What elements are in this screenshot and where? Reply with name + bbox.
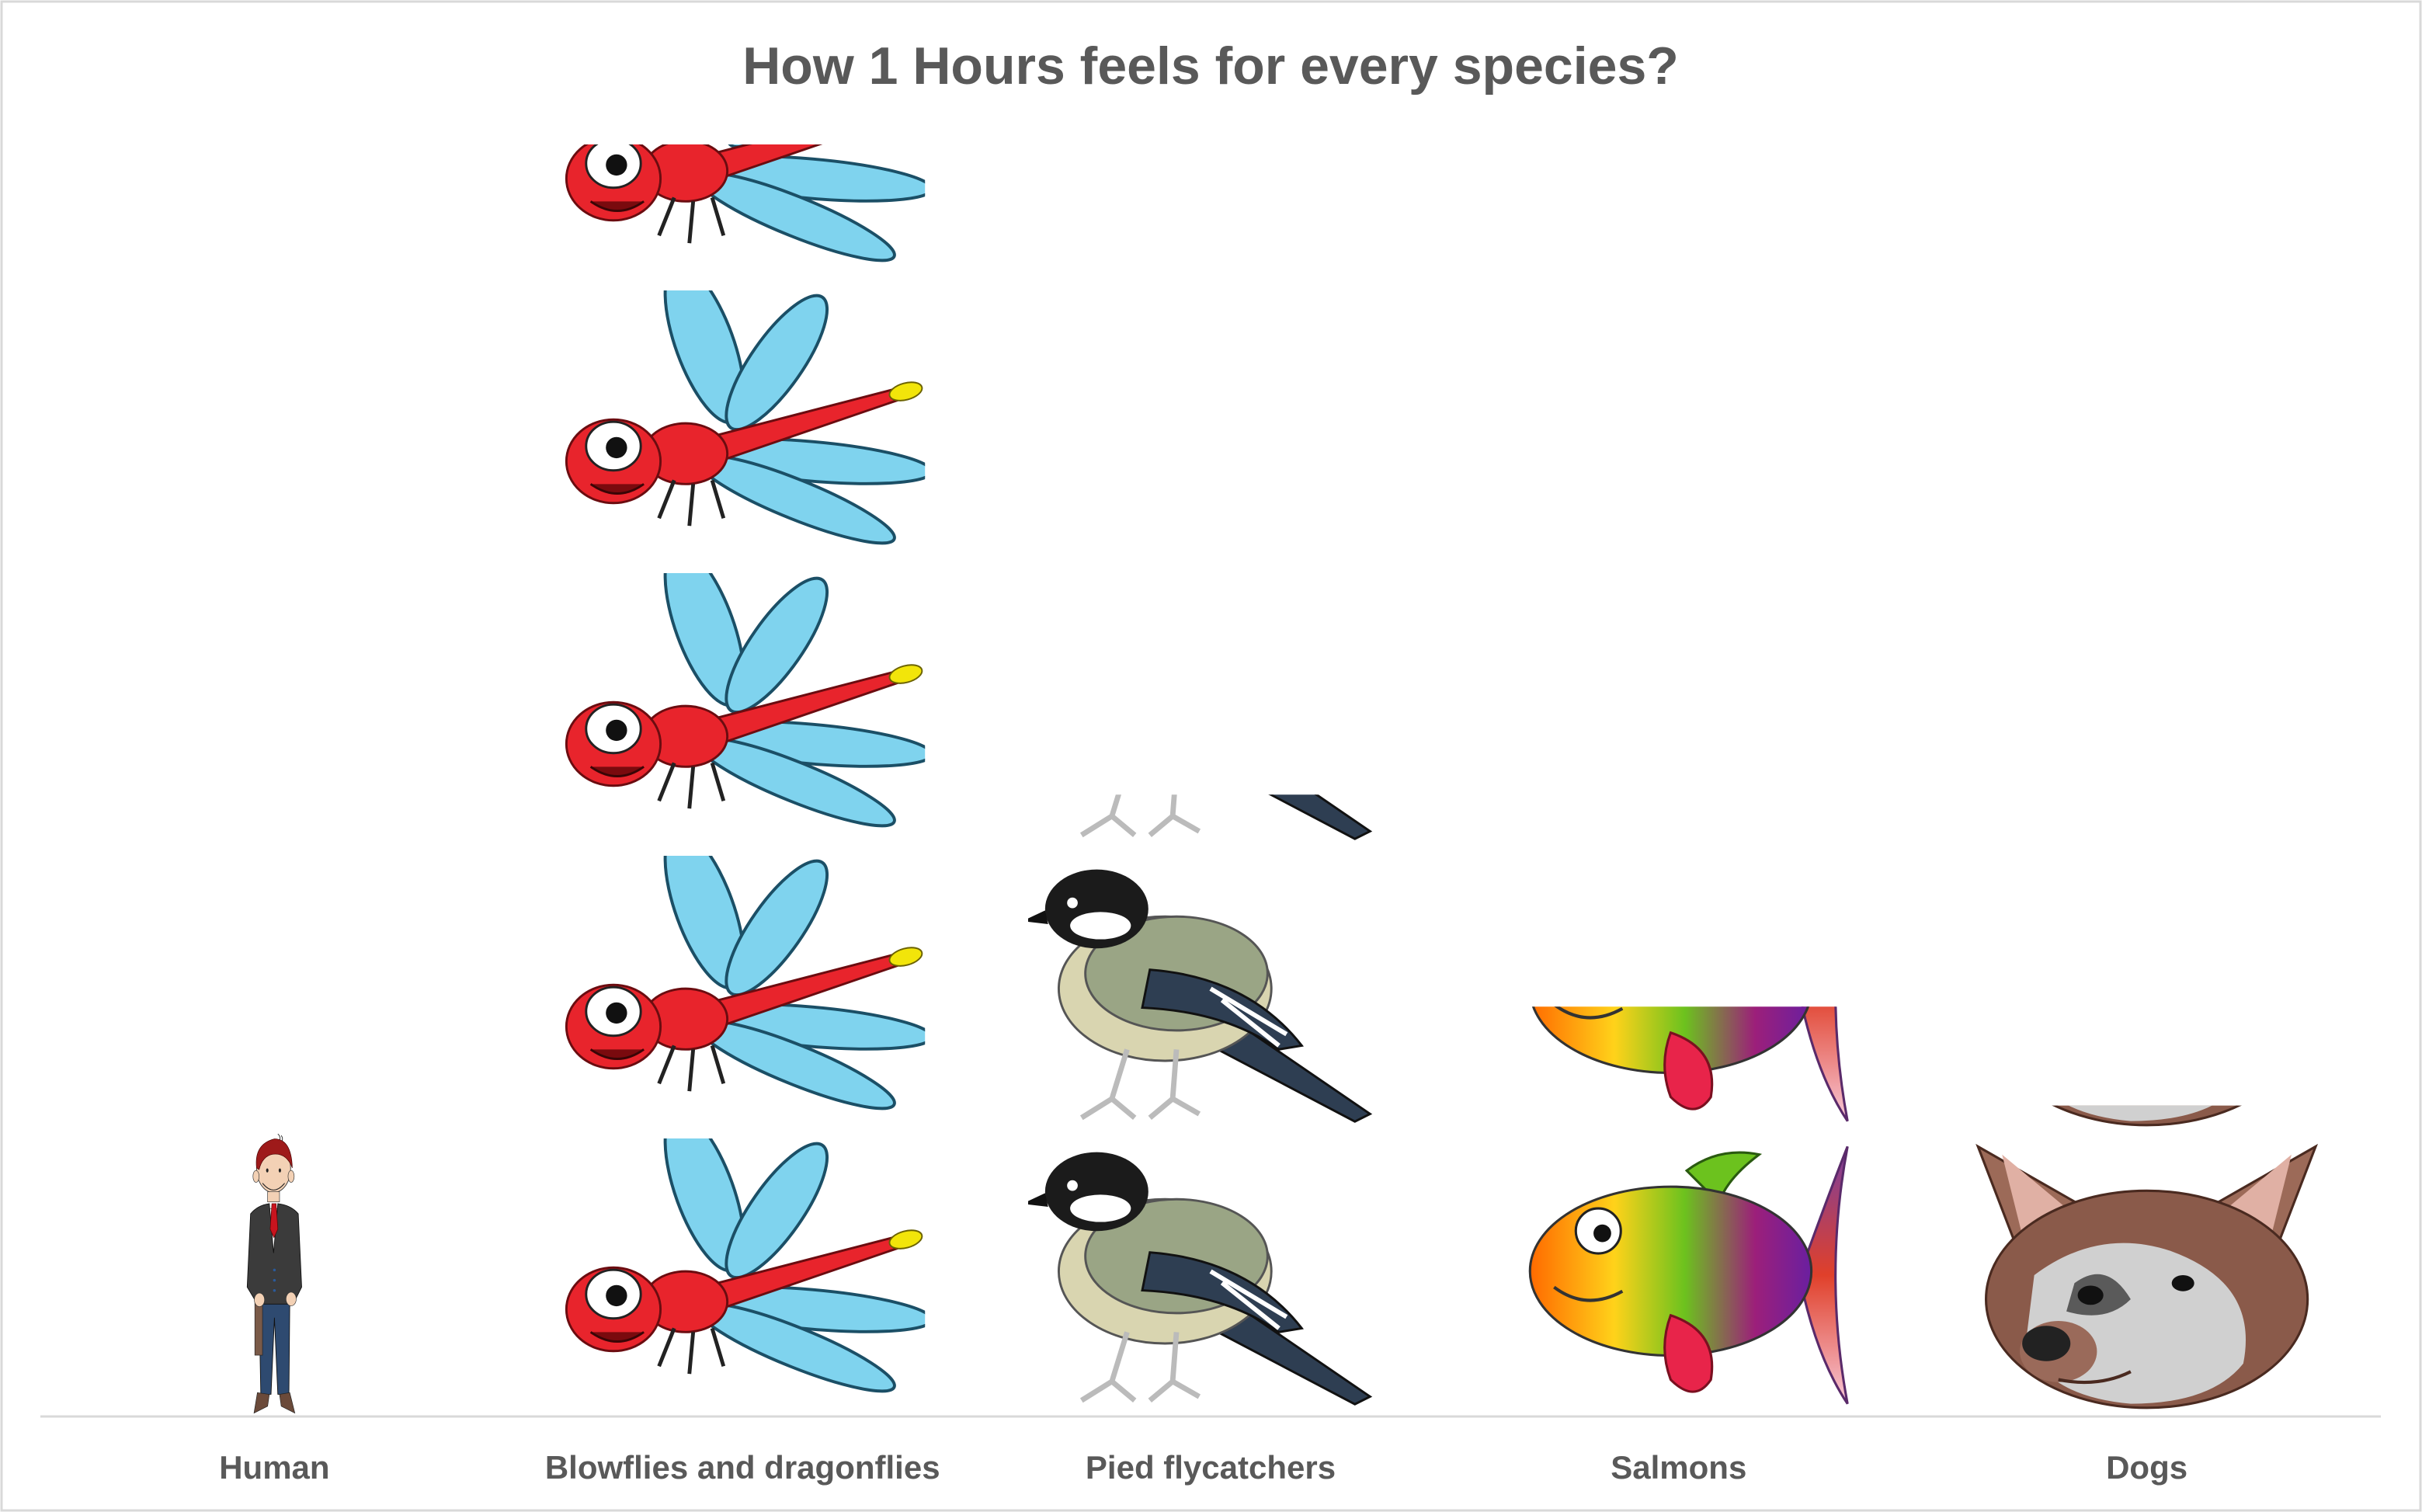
category-labels: Human Blowflies and dragonflies Pied flyca… — [219, 1449, 2187, 1486]
category-label: Dogs — [2106, 1449, 2187, 1486]
category-label: Salmons — [1611, 1449, 1746, 1486]
category-label: Human — [219, 1449, 329, 1486]
category-label: Pied flycatchers — [1086, 1449, 1336, 1486]
chart-title: How 1 Hours feels for every species? — [742, 36, 1679, 96]
category-label: Blowflies and dragonflies — [545, 1449, 940, 1486]
